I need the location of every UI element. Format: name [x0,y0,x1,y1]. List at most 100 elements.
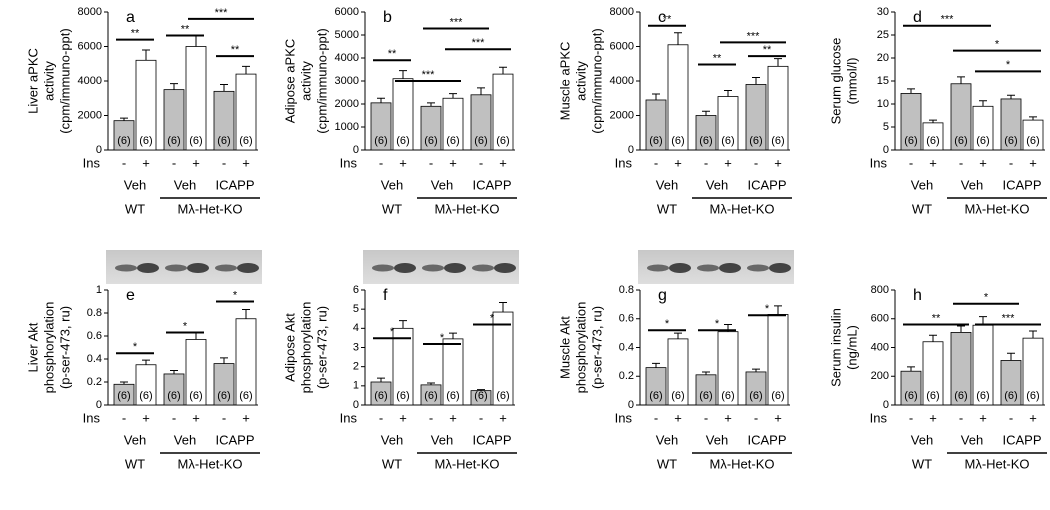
error-bar [702,110,710,116]
panel: 0 200 400 600 800 Serum insulin (ng/mL) h (6) - (6… [828,284,1047,471]
error-bar [449,93,457,99]
y-axis-label: activity [41,61,56,101]
ins-sign: + [499,410,507,425]
y-tick-label: 0.4 [87,353,102,365]
error-bar [499,66,507,75]
ins-sign: - [222,155,226,170]
ins-sign: - [172,155,176,170]
ins-sign: + [449,410,457,425]
ins-sign: + [142,410,150,425]
n-label: (6) [189,390,202,402]
panel-letter: g [658,287,667,304]
error-bar [449,332,457,339]
ins-sign: + [929,155,937,170]
significance-label: * [1006,59,1011,71]
ins-sign: + [1029,155,1037,170]
n-label: (6) [117,390,130,402]
n-label: (6) [954,135,967,147]
y-tick-label: 1000 [335,121,359,133]
treatment-label: Veh [911,177,933,192]
n-label: (6) [424,390,437,402]
y-tick-label: 2 [353,361,359,373]
blot-band [647,264,669,272]
ins-sign: + [929,410,937,425]
ins-sign: + [1029,410,1037,425]
y-tick-label: 2000 [78,109,102,121]
y-tick-label: 0 [96,399,102,411]
genotype-label: WT [657,456,677,471]
ins-sign: - [1009,155,1013,170]
panel: 0 0.2 0.4 0.6 0.8 Muscle Akt phosphorylation (p… [557,284,792,471]
significance-label: *** [215,7,229,19]
n-label: (6) [954,390,967,402]
significance-label: *** [472,37,486,49]
treatment-label: Veh [124,432,146,447]
error-bar [907,366,915,372]
error-bar [1007,352,1015,361]
ins-sign: - [379,155,383,170]
genotype-label: WT [125,201,145,216]
significance-label: ** [763,44,772,56]
y-tick-label: 20 [877,52,889,64]
ins-sign: + [979,410,987,425]
y-tick-label: 10 [877,98,889,110]
ins-sign: + [774,410,782,425]
n-label: (6) [424,135,437,147]
error-bar [427,382,435,385]
y-tick-label: 200 [871,370,889,382]
n-label: (6) [239,390,252,402]
blot-band [697,264,719,272]
treatment-label: Veh [706,432,728,447]
ins-sign: + [192,410,200,425]
ins-sign: + [192,155,200,170]
n-label: (6) [1004,135,1017,147]
significance-label: ** [932,312,941,324]
significance-label: * [665,318,670,330]
n-label: (6) [721,135,734,147]
n-label: (6) [496,390,509,402]
n-label: (6) [649,390,662,402]
y-tick-label: 2000 [610,109,634,121]
n-label: (6) [239,135,252,147]
blot-band [394,263,416,273]
n-label: (6) [721,390,734,402]
ins-sign: - [704,155,708,170]
y-axis-label: (cpm/immuno-ppt) [57,28,72,133]
ins-sign: + [142,155,150,170]
treatment-label: Veh [431,177,453,192]
treatment-label: ICAPP [1002,432,1041,447]
significance-label: *** [747,30,761,42]
n-label: (6) [139,390,152,402]
error-bar [242,309,250,319]
y-tick-label: 5000 [335,29,359,41]
y-tick-label: 0 [353,399,359,411]
n-label: (6) [1026,135,1039,147]
ins-sign: + [674,155,682,170]
y-tick-label: 0.2 [619,370,634,382]
error-bar [170,370,178,374]
n-label: (6) [749,135,762,147]
ins-sign: - [959,410,963,425]
n-label: (6) [976,390,989,402]
significance-label: ** [713,52,722,64]
error-bar [170,83,178,90]
y-axis-label: (p-ser-473, ru) [589,306,604,389]
ins-sign: + [499,155,507,170]
error-bar [652,93,660,100]
ins-label: Ins [340,155,358,170]
y-axis-label: (cpm/immuno-ppt) [589,28,604,133]
y-tick-label: 25 [877,29,889,41]
y-tick-label: 1 [96,284,102,296]
blot-band [494,263,516,273]
y-tick-label: 2000 [335,98,359,110]
y-axis-label: Liver aPKC [25,48,40,114]
error-bar [1029,330,1037,339]
ins-sign: - [754,155,758,170]
panel-letter: f [383,287,388,304]
significance-label: * [490,312,495,324]
n-label: (6) [926,135,939,147]
n-label: (6) [446,390,459,402]
error-bar [242,65,250,75]
y-axis-label: activity [298,61,313,101]
